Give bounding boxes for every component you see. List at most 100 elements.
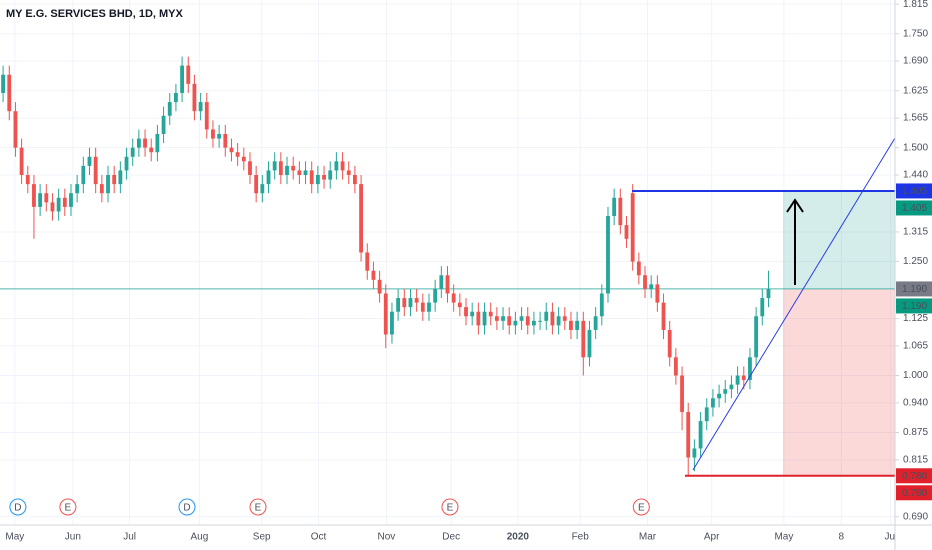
candle-body [655,284,660,303]
candle-body [93,156,98,185]
candle-body [741,375,746,381]
candle-body [587,329,592,358]
candle-body [643,275,647,289]
candle-body [297,170,302,175]
candle-body [494,316,499,321]
candle-body [698,421,703,449]
grid [0,0,895,525]
candle-body [174,92,178,103]
y-tick-label: 0.875 [903,427,928,438]
candle-body [1,74,5,93]
candle-body [507,316,512,326]
candle-body [13,111,18,148]
event-label: D [14,503,21,514]
candle-body [143,138,147,148]
candle-body [636,261,641,276]
y-tick-label: 1.500 [903,142,928,153]
candle-body [383,293,388,335]
candle-body [673,357,678,376]
candle-body [309,170,314,185]
y-tick-label: 1.250 [903,256,928,267]
chart-title: MY E.G. SERVICES BHD, 1D, MYX [6,8,184,20]
price-tag-label: 1.405 [902,186,927,197]
candle-body [211,129,215,139]
candle-body [748,357,752,381]
candle-body [322,175,326,180]
y-tick-label: 1.750 [903,28,928,39]
event-marker [9,498,27,516]
x-tick-label: Aug [190,532,208,543]
candle-body [760,298,765,317]
candle-body [112,175,117,185]
candle-body [396,298,401,312]
candle-body [266,170,271,185]
candle-body [371,270,376,280]
candle-body [19,147,24,175]
x-tick-label: May [774,532,793,543]
candle-body [136,138,141,148]
candle-body [445,275,450,294]
candle-body [62,197,67,207]
candle-body [272,161,277,171]
x-tick-label: Apr [704,532,720,543]
candle-body [87,156,92,166]
loss-zone [783,288,895,476]
candle-body [81,165,86,185]
candle-body [464,307,468,317]
candle-body [692,448,697,458]
candle-body [420,302,425,312]
candle-body [735,375,740,385]
candle-body [260,184,265,194]
candle-body [328,170,333,180]
event-marker [178,498,196,516]
y-tick-label: 0.940 [903,398,928,409]
candle-body [408,298,413,308]
x-tick-label: Jun [65,532,81,543]
candle-body [248,161,252,175]
candle-body [25,175,30,185]
y-tick-label: 1.065 [903,341,928,352]
candle-body [618,197,623,226]
candle-body [556,316,561,326]
price-tag [896,281,932,297]
candle-body [167,102,172,116]
y-tick-label: 0.815 [903,454,928,465]
candle-body [544,311,549,321]
candle-body [235,152,240,157]
candle-body [359,184,363,253]
y-tick-label: 1.565 [903,113,928,124]
price-tag [896,200,932,216]
candle-body [427,302,431,312]
candle-body [513,320,518,326]
candle-body [550,311,555,326]
candle-body [562,316,567,321]
event-label: E [255,503,262,514]
candle-body [501,316,505,321]
candle-body [149,147,154,153]
candle-body [593,316,598,330]
candle-body [130,147,135,157]
x-tick-label: Sep [253,532,271,543]
price-tag-label: 0.780 [902,488,927,499]
candle-body [241,156,246,162]
event-label: E [65,503,72,514]
y-tick-label: 1.000 [903,370,928,381]
x-tick-label: 8 [839,532,845,543]
candle-body [538,320,542,322]
price-tag [896,298,932,314]
candle-body [278,161,283,175]
price-tag [896,183,932,199]
event-label: D [183,503,190,514]
price-tag-label: 1.190 [902,301,927,312]
x-tick-label: Mar [639,532,657,543]
candle-body [186,65,191,84]
position-zones [0,190,895,476]
profit-zone [783,190,895,289]
candle-body [223,133,228,148]
candle-body [229,147,234,153]
candle-body [711,398,715,408]
event-label: E [447,503,454,514]
